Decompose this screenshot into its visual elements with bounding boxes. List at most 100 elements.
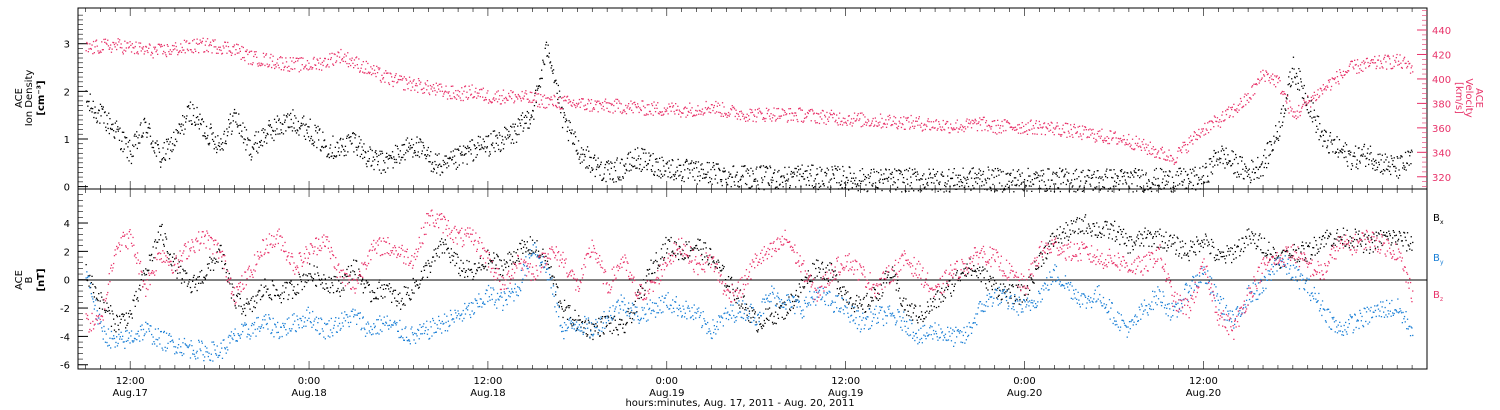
velocity-point xyxy=(1239,97,1242,100)
ion-density-point xyxy=(1399,174,1401,176)
velocity-point xyxy=(273,64,275,66)
ion-density-point xyxy=(329,147,331,149)
bx-point xyxy=(417,287,420,289)
ion-density-point xyxy=(830,178,833,180)
velocity-point xyxy=(729,113,731,115)
bx-point xyxy=(397,293,399,296)
ion-density-point xyxy=(521,112,524,114)
velocity-point xyxy=(172,49,174,51)
ion-density-point xyxy=(775,186,777,188)
velocity-point xyxy=(344,53,346,55)
ion-density-point xyxy=(1304,92,1307,95)
bx-point xyxy=(377,298,379,300)
ion-density-point xyxy=(254,142,257,144)
ion-density-point xyxy=(697,175,699,177)
velocity-point xyxy=(1343,74,1345,76)
velocity-point xyxy=(456,94,458,96)
bx-point xyxy=(96,298,98,301)
ion-density-point xyxy=(1170,190,1172,192)
ion-density-point xyxy=(226,128,228,130)
ion-density-point xyxy=(490,143,493,146)
ion-density-point xyxy=(1211,173,1214,175)
velocity-point xyxy=(388,82,390,84)
velocity-point xyxy=(108,48,110,50)
velocity-point xyxy=(325,66,327,68)
velocity-point xyxy=(640,108,642,111)
ion-density-point xyxy=(153,150,155,152)
ion-density-point xyxy=(718,168,720,171)
ion-density-point xyxy=(997,167,999,170)
velocity-point xyxy=(331,52,333,54)
bx-point xyxy=(206,274,208,276)
ion-density-point xyxy=(1409,151,1411,154)
velocity-point xyxy=(772,114,774,116)
velocity-point xyxy=(1292,111,1295,113)
ion-density-point xyxy=(874,188,876,190)
velocity-point xyxy=(1029,129,1031,131)
bx-point xyxy=(226,269,228,271)
velocity-point xyxy=(759,110,761,112)
ion-density-point xyxy=(1275,136,1277,139)
ion-density-point xyxy=(982,173,984,175)
velocity-point xyxy=(933,127,935,129)
ion-density-point xyxy=(1131,174,1134,176)
ion-density-point xyxy=(1111,190,1113,192)
velocity-point xyxy=(1153,149,1155,151)
velocity-point xyxy=(844,117,846,120)
bx-point xyxy=(244,307,246,310)
ion-density-point xyxy=(863,189,865,191)
ion-density-point xyxy=(1150,190,1153,193)
velocity-point xyxy=(454,97,456,99)
velocity-point xyxy=(961,129,963,131)
velocity-point xyxy=(1242,106,1244,108)
velocity-point xyxy=(510,90,512,92)
ion-density-point xyxy=(565,118,567,120)
bx-point xyxy=(236,294,238,296)
ion-density-point xyxy=(947,175,949,177)
velocity-point xyxy=(253,55,255,58)
data-points xyxy=(85,37,1414,362)
velocity-point xyxy=(760,111,762,113)
velocity-point xyxy=(1264,80,1266,82)
velocity-point xyxy=(305,64,307,66)
velocity-point xyxy=(536,93,538,95)
ion-density-point xyxy=(880,169,882,171)
ion-density-point xyxy=(154,152,156,154)
bx-point xyxy=(163,243,165,246)
velocity-point xyxy=(877,122,879,124)
ion-density-point xyxy=(792,176,794,178)
velocity-point xyxy=(1275,76,1277,78)
bx-point xyxy=(347,265,350,268)
ion-density-point xyxy=(755,178,757,180)
velocity-point xyxy=(864,116,866,118)
velocity-point xyxy=(209,41,212,43)
ion-density-point xyxy=(1270,144,1273,146)
ion-density-point xyxy=(994,168,996,170)
velocity-point xyxy=(368,72,370,75)
ion-density-point xyxy=(266,142,268,144)
ion-density-point xyxy=(829,188,831,190)
velocity-point xyxy=(615,98,617,100)
bx-point xyxy=(129,310,131,312)
velocity-point xyxy=(375,75,377,78)
ion-density-point xyxy=(814,186,816,188)
velocity-point xyxy=(1331,77,1333,79)
ion-density-point xyxy=(1241,160,1243,162)
ion-density-point xyxy=(867,190,869,192)
bx-point xyxy=(275,288,277,291)
velocity-point xyxy=(839,112,841,114)
bx-point xyxy=(276,289,278,291)
velocity-point xyxy=(639,107,641,109)
ion-density-point xyxy=(1014,184,1016,186)
bx-point xyxy=(353,259,355,261)
velocity-point xyxy=(827,120,830,122)
velocity-point xyxy=(852,122,854,124)
ion-density-point xyxy=(1140,175,1142,177)
ion-density-point xyxy=(1066,179,1069,181)
ion-density-point xyxy=(1019,175,1022,177)
ion-density-point xyxy=(548,56,550,58)
ion-density-point xyxy=(169,141,171,143)
velocity-point xyxy=(324,57,326,60)
velocity-point xyxy=(1371,61,1374,64)
velocity-point xyxy=(856,118,858,120)
